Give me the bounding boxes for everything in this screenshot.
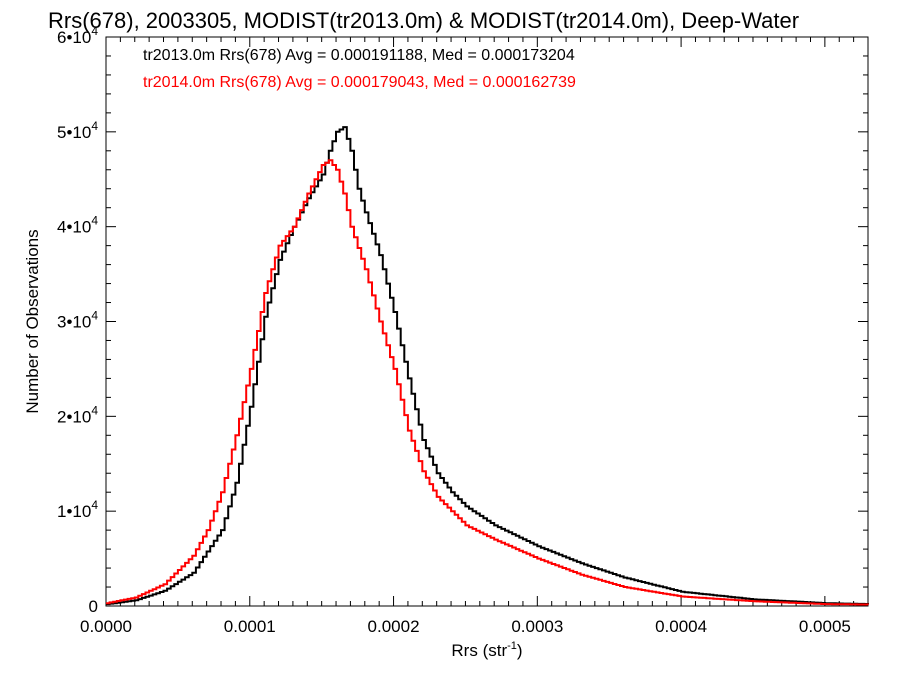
x-tick-label: 0.0001	[224, 617, 276, 636]
y-tick-label: 1•104	[57, 498, 98, 521]
y-tick-label: 0	[89, 597, 98, 616]
y-axis: 0 1•104 2•104 3•104 4•104 5•104 6•104	[57, 24, 868, 616]
y-axis-title: Number of Observations	[23, 229, 42, 413]
chart-title: Rrs(678), 2003305, MODIST(tr2013.0m) & M…	[48, 8, 799, 33]
x-tick-label: 0.0002	[368, 617, 420, 636]
legend-entry-2: tr2014.0m Rrs(678) Avg = 0.000179043, Me…	[143, 74, 576, 91]
legend: tr2013.0m Rrs(678) Avg = 0.000191188, Me…	[143, 47, 576, 91]
y-tick-label: 2•104	[57, 403, 98, 426]
y-tick-label: 5•104	[57, 119, 98, 142]
x-axis: 0.0000 0.0001 0.0002 0.0003 0.0004 0.0005	[80, 37, 869, 636]
series-line-2	[106, 159, 869, 606]
series-group	[106, 126, 869, 606]
x-tick-label: 0.0004	[655, 617, 707, 636]
legend-entry-1: tr2013.0m Rrs(678) Avg = 0.000191188, Me…	[143, 47, 575, 64]
y-tick-label: 6•104	[57, 24, 98, 47]
x-tick-label: 0.0003	[511, 617, 563, 636]
series-line-1	[106, 126, 869, 606]
x-tick-label: 0.0005	[799, 617, 851, 636]
x-axis-title: Rrs (str-1)	[451, 640, 522, 660]
x-tick-label: 0.0000	[80, 617, 132, 636]
y-tick-label: 4•104	[57, 214, 98, 237]
y-tick-label: 3•104	[57, 309, 98, 332]
